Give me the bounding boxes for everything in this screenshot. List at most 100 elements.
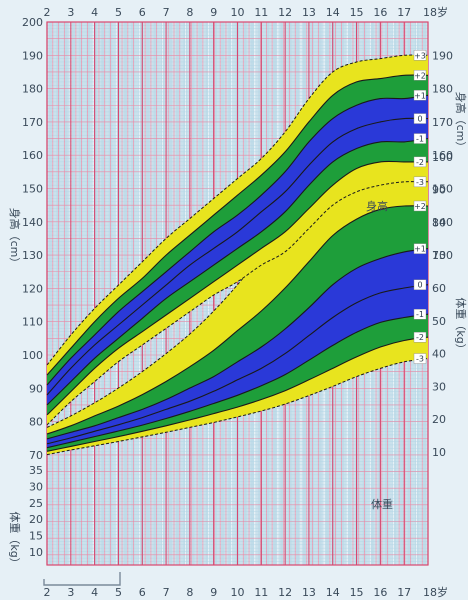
weight-left-tick: 30 <box>29 480 43 493</box>
weight-right-tick: 70 <box>432 249 446 262</box>
bottom-age-tick: 10 <box>231 586 245 599</box>
weight-sd-label: -1 <box>416 310 424 319</box>
weight-left-ylabel: 体重（kg） <box>8 511 22 568</box>
weight-sd-marker <box>413 243 427 254</box>
height-curve <box>46 117 429 396</box>
height-curve <box>46 137 429 406</box>
bottom-age-tick: 2 <box>44 586 51 599</box>
height-left-tick: 170 <box>22 116 43 129</box>
bottom-age-unit: 岁 <box>437 585 448 599</box>
weight-right-ylabel: 体重（kg） <box>454 297 468 354</box>
weight-curve <box>46 284 429 445</box>
height-curve-label: 身高 <box>366 199 388 213</box>
bottom-age-tick: 17 <box>397 586 411 599</box>
top-age-tick: 18 <box>423 6 437 19</box>
height-curve <box>46 54 429 366</box>
height-right-tick: 160 <box>432 149 453 162</box>
height-left-tick: 160 <box>22 149 43 162</box>
weight-sd-marker <box>413 200 427 212</box>
weight-sd-marker <box>413 332 427 343</box>
weight-band <box>47 337 428 455</box>
bottom-age-tick: 4 <box>91 586 98 599</box>
height-right-tick: 150 <box>432 183 453 196</box>
weight-right-tick: 30 <box>432 380 446 393</box>
top-age-tick: 11 <box>254 6 268 19</box>
height-sd-marker <box>413 156 427 168</box>
weight-curve <box>46 313 429 449</box>
height-sd-label: +2 <box>414 71 426 80</box>
weight-right-tick: 80 <box>432 216 446 229</box>
weight-right-tick: 20 <box>432 413 446 426</box>
top-age-tick: 6 <box>139 6 146 19</box>
top-age-tick: 4 <box>91 6 98 19</box>
weight-left-tick: 20 <box>29 513 43 526</box>
bottom-age-tick: 14 <box>326 586 340 599</box>
height-right-tick: 130 <box>432 249 453 262</box>
weight-sd-label: +1 <box>414 245 426 254</box>
bottom-age-tick: 16 <box>373 586 387 599</box>
height-right-tick: 170 <box>432 116 453 129</box>
top-age-tick: 15 <box>350 6 364 19</box>
bottom-age-tick: 12 <box>278 586 292 599</box>
weight-sd-marker <box>413 279 427 290</box>
bottom-age-tick: 5 <box>115 586 122 599</box>
height-right-tick: 190 <box>432 49 453 62</box>
chart-axes: 2 2 3 3 4 4 5 5 6 6 7 7 8 8 9 9 10 10 11 11 12 12 13 13 14 14 15 15… <box>22 6 453 599</box>
height-left-tick: 100 <box>22 349 43 362</box>
weight-sd-marker <box>413 309 427 320</box>
height-left-tick: 120 <box>22 282 43 295</box>
weight-curve <box>46 358 429 456</box>
height-left-ylabel: 身高（cm） <box>8 208 22 269</box>
top-age-tick: 17 <box>397 6 411 19</box>
bottom-age-tick: 3 <box>67 586 74 599</box>
top-age-tick: 12 <box>278 6 292 19</box>
bottom-age-tick: 8 <box>186 586 193 599</box>
height-sd-marker <box>413 50 427 61</box>
weight-left-tick: 35 <box>29 464 43 477</box>
weight-sd-label: 0 <box>417 281 422 290</box>
bottom-age-tick: 9 <box>210 586 217 599</box>
height-curve <box>46 160 428 416</box>
weight-left-tick: 15 <box>29 530 43 543</box>
height-right-tick: 180 <box>432 83 453 96</box>
weight-sd-marker <box>413 353 427 364</box>
weight-right-tick: 60 <box>432 282 446 295</box>
height-left-tick: 80 <box>29 416 43 429</box>
weight-band <box>47 248 428 444</box>
weight-left-tick: 25 <box>29 497 43 510</box>
height-sd-label: +3 <box>414 51 426 60</box>
height-sd-marker <box>413 70 427 81</box>
weight-sd-label: -2 <box>416 333 424 342</box>
weight-sd-label: -3 <box>416 355 424 364</box>
height-sd-label: +1 <box>414 91 426 100</box>
weight-left-tick: 10 <box>29 546 43 559</box>
top-age-tick: 7 <box>163 6 170 19</box>
weight-curve <box>46 205 429 435</box>
bottom-age-tick: 7 <box>163 586 170 599</box>
weight-band <box>47 284 428 448</box>
top-age-unit: 岁 <box>437 5 448 19</box>
height-sd-label: 0 <box>417 115 422 124</box>
bottom-age-tick: 6 <box>139 586 146 599</box>
height-left-tick: 130 <box>22 249 43 262</box>
top-age-tick: 10 <box>231 6 245 19</box>
top-age-tick: 14 <box>326 6 340 19</box>
top-age-tick: 9 <box>210 6 217 19</box>
scale-bracket <box>43 572 121 586</box>
weight-right-tick: 10 <box>432 446 446 459</box>
weight-sd-label: +2 <box>414 202 426 211</box>
height-curve <box>46 94 429 386</box>
height-left-tick: 70 <box>29 449 43 462</box>
height-sd-marker <box>413 176 427 188</box>
weight-curve <box>46 248 429 440</box>
height-left-tick: 180 <box>22 83 43 96</box>
height-right-ylabel: 身高（cm） <box>454 92 468 153</box>
top-age-tick: 8 <box>186 6 193 19</box>
weight-band <box>47 314 428 452</box>
bottom-age-tick: 13 <box>302 586 316 599</box>
top-age-tick: 13 <box>302 6 316 19</box>
height-left-tick: 200 <box>22 16 43 29</box>
height-curve <box>46 181 429 426</box>
weight-right-tick: 40 <box>432 348 446 361</box>
weight-curve-label: 体重 <box>371 497 393 511</box>
